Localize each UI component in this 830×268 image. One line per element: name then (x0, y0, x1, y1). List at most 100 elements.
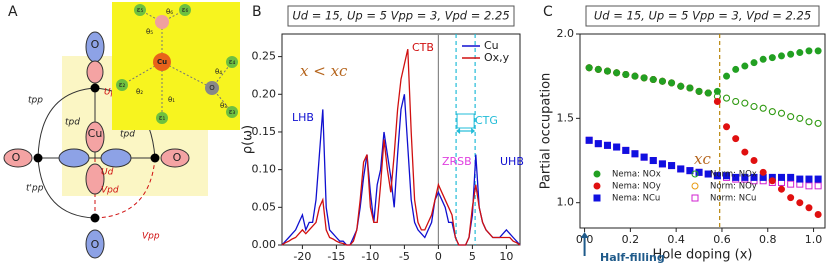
inset-bg (112, 2, 240, 130)
x-tick-label: 0.4 (667, 233, 685, 246)
legend-label: Norm: NOy (710, 182, 757, 192)
legend-swatch (593, 182, 601, 190)
orbital (100, 148, 132, 168)
inset-label: Cu (157, 58, 167, 66)
atom-label: O (173, 151, 182, 164)
inset-cu (153, 53, 171, 71)
inset-label: ε₆ (182, 6, 189, 14)
point (585, 64, 593, 72)
chart-title: Ud = 15, Up = 5 Vpp = 3, Vpd = 2.25 (292, 9, 509, 23)
plot-frame (579, 33, 826, 229)
point (732, 135, 740, 143)
point (787, 113, 795, 121)
x-tick-label: -10 (361, 250, 379, 263)
point (723, 123, 731, 131)
bond-label: Vpp (142, 232, 160, 242)
point (640, 153, 648, 161)
point (759, 55, 767, 63)
legend-label: Ox,y (484, 51, 510, 64)
y-axis-label: ρ(ω) (241, 125, 256, 154)
point (704, 170, 712, 178)
point (805, 182, 813, 190)
point (649, 76, 657, 84)
point (695, 168, 703, 176)
chart-title: Ud = 15, Up = 5 Vpp = 3, Vpd = 2.25 (594, 9, 811, 23)
point (732, 97, 740, 105)
inset-label: ε₄ (229, 58, 236, 66)
annotation: CTB (412, 41, 434, 54)
title-box (287, 5, 515, 27)
x-tick-label: -20 (293, 250, 311, 263)
bond-label: Ud (101, 168, 114, 178)
legend-label: Cu (484, 39, 499, 52)
orbital (86, 60, 104, 84)
panel: C Ud = 15, Up = 5 Vpp = 3, Vpd = 2.25 1.0 1… (539, 4, 826, 264)
annotation: xc (694, 150, 711, 168)
point (613, 69, 621, 77)
point (805, 118, 813, 126)
annotation: LHB (292, 111, 314, 124)
annotation: CTG (475, 114, 498, 127)
x-tick-label: 10 (499, 250, 513, 263)
point (658, 160, 666, 168)
inset-eps (156, 112, 168, 124)
point (796, 175, 804, 183)
x-axis-label: ω (396, 265, 407, 268)
point (814, 182, 822, 190)
point (723, 172, 731, 180)
panel: B Ud = 15, Up = 5 Vpp = 3, Vpd = 2.25 0.00… (241, 4, 524, 268)
annotation: Half-filling (600, 251, 665, 264)
arrow-head (580, 232, 589, 238)
panel-label: A (8, 4, 18, 20)
inset-label: ε₂ (119, 81, 126, 89)
point (622, 70, 630, 78)
point (713, 172, 721, 180)
orbital (85, 121, 105, 153)
title-box (585, 5, 820, 27)
bond-label: tpd (65, 118, 80, 128)
legend-label: Norm: NOx (710, 170, 757, 180)
y-tick-label: 0.05 (252, 200, 277, 213)
point (603, 141, 611, 149)
series-line (281, 48, 521, 246)
orbital (160, 148, 190, 168)
point (759, 104, 767, 112)
bond-label: tpp (28, 96, 43, 106)
point (777, 173, 785, 181)
x-tick-label: 5 (469, 250, 476, 263)
orbital (85, 229, 105, 259)
inset-label: ε₅ (137, 6, 144, 14)
legend-label: Nema: NOx (612, 170, 661, 180)
point (732, 173, 740, 181)
point (649, 157, 657, 165)
point (695, 87, 703, 95)
orbital (58, 148, 90, 168)
legend-label: Nema: NCu (612, 194, 660, 204)
angle-label: θ₂ (136, 88, 143, 96)
x-tick-label: 0.6 (713, 233, 731, 246)
orbital (3, 148, 33, 168)
y-tick-label: 0.00 (252, 238, 277, 251)
atom-label: Cu (88, 127, 103, 140)
inset-eps (226, 56, 238, 68)
inset-site (155, 15, 169, 29)
site (33, 153, 43, 163)
legend-swatch (593, 194, 601, 202)
point (658, 77, 666, 85)
bond-label: t'pp (26, 184, 44, 194)
point (741, 62, 749, 70)
bond-label: Up (104, 88, 117, 98)
plot-frame (281, 33, 521, 246)
point (677, 165, 685, 173)
inset-eps (116, 79, 128, 91)
panel-label: C (543, 4, 553, 20)
point (713, 97, 721, 105)
inset-eps (179, 4, 191, 16)
angle-label: θ₄ (215, 68, 222, 76)
point (750, 173, 758, 181)
angle-label: θ₅ (146, 28, 153, 36)
x-tick-label: 0.8 (759, 233, 777, 246)
legend-swatch (691, 182, 699, 190)
angle-label: θ₃ (220, 102, 227, 110)
